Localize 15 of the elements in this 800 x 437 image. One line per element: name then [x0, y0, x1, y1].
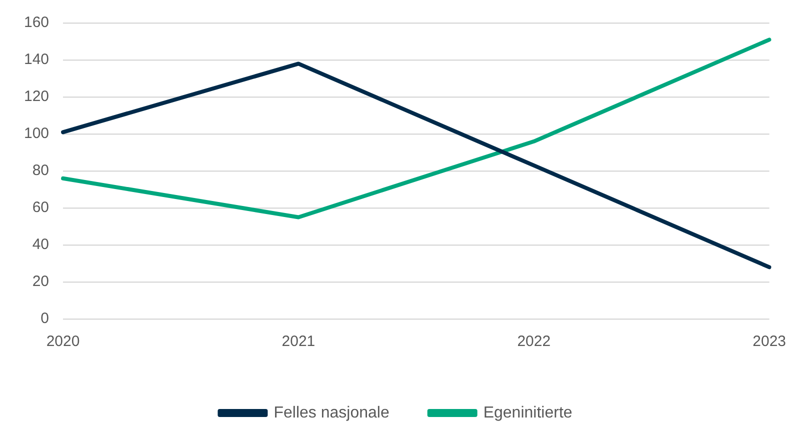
y-tick-label: 40 [32, 236, 50, 254]
x-tick-label: 2022 [517, 333, 551, 350]
legend-label: Egeninitierte [483, 404, 572, 422]
x-tick-label: 2021 [282, 333, 316, 350]
y-tick-label: 140 [24, 51, 50, 68]
y-tick-label: 100 [24, 125, 50, 142]
y-tick-label: 0 [40, 310, 50, 328]
legend-label: Felles nasjonale [274, 404, 390, 422]
y-tick-label: 120 [24, 88, 50, 106]
x-tick-label: 2023 [752, 333, 786, 350]
y-tick-label: 20 [32, 273, 50, 290]
x-tick-label: 2020 [46, 333, 80, 350]
y-tick-label: 60 [32, 199, 50, 216]
y-tick-label: 80 [32, 162, 50, 180]
y-tick-label: 160 [24, 14, 50, 32]
